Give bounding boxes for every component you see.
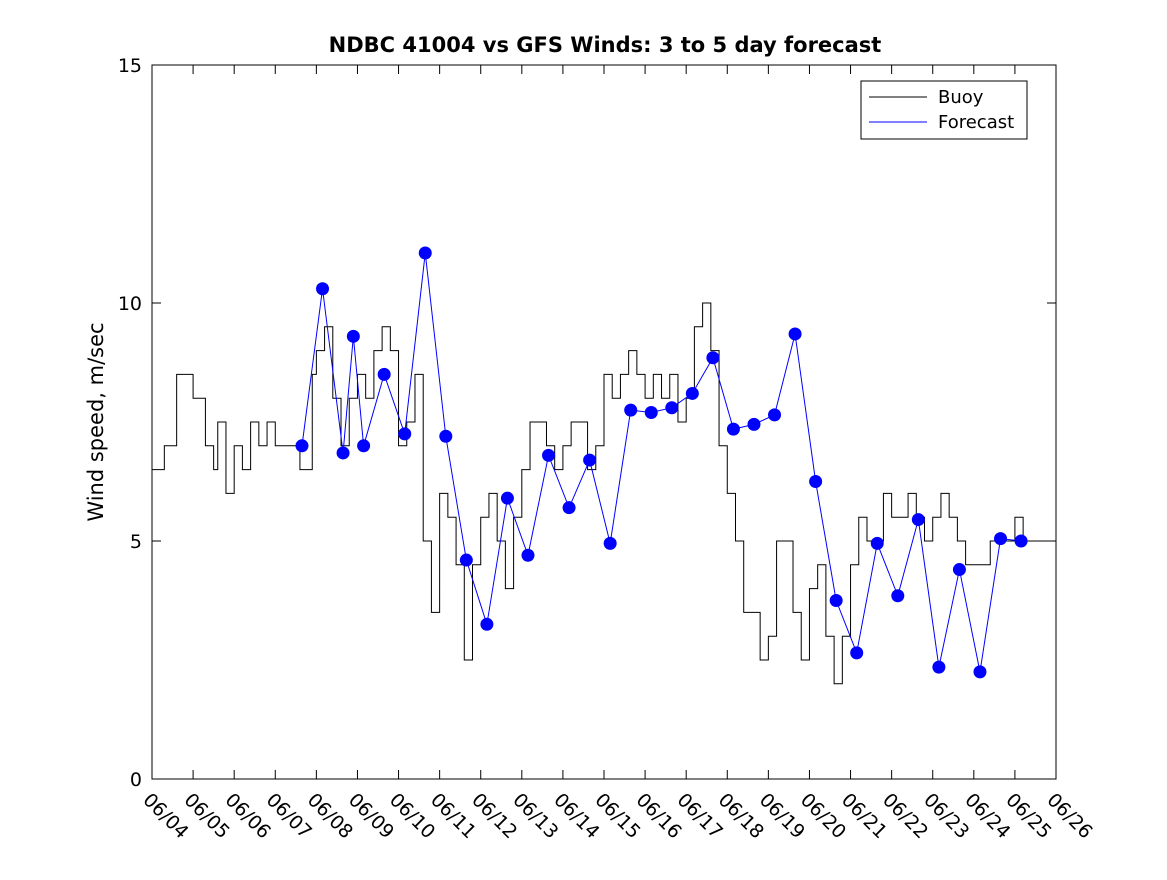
forecast-point <box>788 327 802 341</box>
x-tick-label: 06/19 <box>755 789 809 843</box>
x-tick-label: 06/18 <box>714 789 768 843</box>
forecast-point <box>665 401 679 415</box>
chart-title: NDBC 41004 vs GFS Winds: 3 to 5 day fore… <box>329 33 882 57</box>
forecast-point <box>829 594 843 607</box>
forecast-point <box>850 646 864 660</box>
forecast-point <box>295 439 309 453</box>
x-tick-label: 06/12 <box>467 789 521 843</box>
x-tick-label: 06/15 <box>590 789 644 843</box>
forecast-point <box>624 403 638 417</box>
x-tick-label: 06/05 <box>180 789 234 843</box>
x-tick-label: 06/06 <box>221 789 275 843</box>
forecast-point <box>891 589 905 603</box>
forecast-point <box>439 429 453 443</box>
forecast-point <box>346 329 360 343</box>
forecast-point <box>952 563 966 577</box>
forecast-point <box>480 617 494 631</box>
x-tick-label: 06/13 <box>508 789 562 843</box>
forecast-point <box>521 548 535 562</box>
x-tick-label: 06/07 <box>262 789 316 843</box>
x-axis: 06/0406/0506/0606/0706/0806/0906/1006/11… <box>138 65 1097 843</box>
plot-area <box>152 246 1056 685</box>
x-tick-label: 06/17 <box>673 789 727 843</box>
y-tick-label: 10 <box>118 293 142 315</box>
x-tick-label: 06/14 <box>549 789 603 843</box>
x-tick-label: 06/11 <box>426 789 480 843</box>
y-tick-label: 0 <box>130 769 142 791</box>
forecast-point <box>1014 534 1028 548</box>
x-tick-label: 06/08 <box>303 789 357 843</box>
y-tick-label: 5 <box>130 531 142 553</box>
forecast-point <box>418 246 432 260</box>
y-axis: 0 5 10 15 <box>118 55 1056 791</box>
forecast-point <box>911 513 925 527</box>
legend: Buoy Forecast <box>860 80 1028 140</box>
forecast-point <box>706 351 720 365</box>
x-tick-label: 06/09 <box>344 789 398 843</box>
x-tick-label: 06/04 <box>138 789 192 843</box>
x-tick-label: 06/22 <box>878 789 932 843</box>
x-tick-label: 06/26 <box>1042 789 1096 843</box>
forecast-point <box>336 446 350 460</box>
forecast-point <box>316 282 330 296</box>
forecast-series-line <box>301 252 1022 672</box>
forecast-point <box>809 475 823 488</box>
legend-buoy-label: Buoy <box>938 87 984 108</box>
forecast-point <box>542 448 556 462</box>
forecast-point <box>644 405 658 419</box>
forecast-point <box>726 422 740 436</box>
x-tick-label: 06/24 <box>960 789 1014 843</box>
forecast-point <box>870 536 884 550</box>
x-tick-label: 06/20 <box>796 789 850 843</box>
y-tick-label: 15 <box>118 55 142 77</box>
legend-box <box>860 80 1028 140</box>
forecast-point <box>562 501 576 515</box>
buoy-series-line <box>152 302 1056 685</box>
x-tick-label: 06/23 <box>919 789 973 843</box>
forecast-point <box>768 408 782 422</box>
forecast-point <box>994 532 1008 546</box>
forecast-point <box>685 386 699 400</box>
x-tick-label: 06/10 <box>385 789 439 843</box>
forecast-point <box>747 417 761 431</box>
forecast-point <box>377 367 391 381</box>
forecast-point <box>357 439 371 453</box>
forecast-point <box>500 491 514 505</box>
forecast-point <box>583 453 597 467</box>
legend-forecast-label: Forecast <box>938 112 1014 133</box>
forecast-point <box>603 536 617 550</box>
forecast-point <box>973 665 987 679</box>
x-tick-label: 06/16 <box>632 789 686 843</box>
x-tick-label: 06/25 <box>1001 789 1055 843</box>
forecast-point <box>459 553 473 567</box>
forecast-point <box>398 427 412 441</box>
x-tick-label: 06/21 <box>837 789 891 843</box>
y-axis-label: Wind speed, m/sec <box>84 322 108 521</box>
forecast-point <box>932 660 946 674</box>
